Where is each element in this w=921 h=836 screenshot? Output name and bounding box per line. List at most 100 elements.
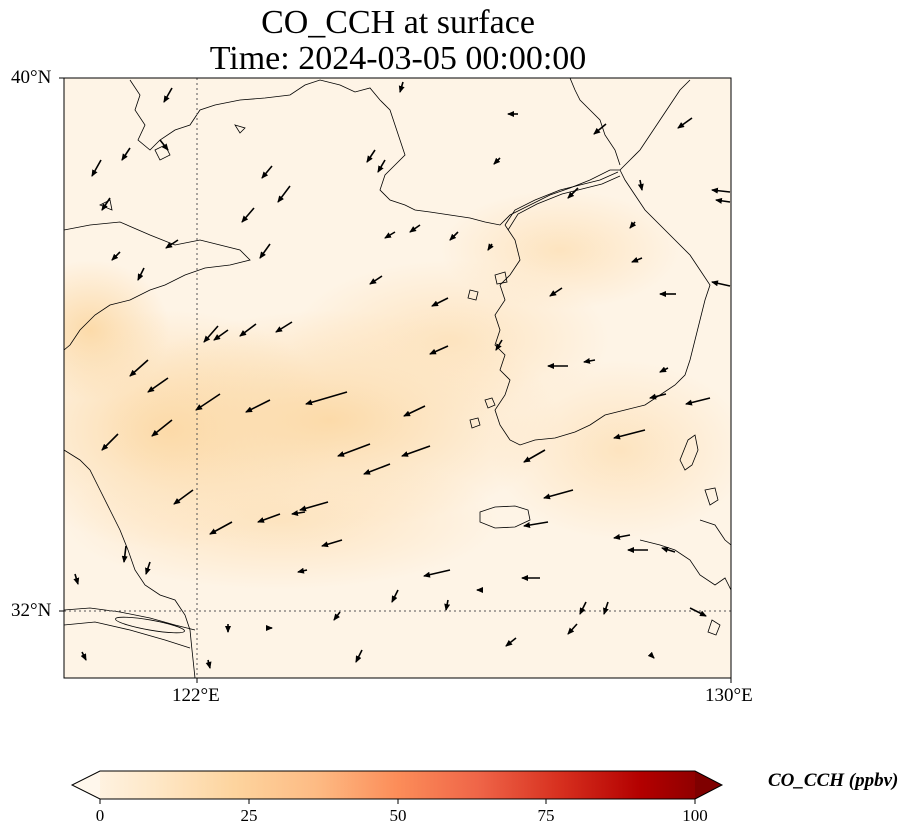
wind-arrow xyxy=(80,651,87,661)
wind-arrow xyxy=(159,139,169,151)
colorbar-tick: 75 xyxy=(537,806,555,825)
wind-arrow xyxy=(277,185,291,203)
coastlines xyxy=(64,78,731,678)
wind-arrow xyxy=(209,521,233,535)
wind-arrow xyxy=(495,339,503,351)
lat-label-32n: 32°N xyxy=(11,600,52,621)
wind-arrow xyxy=(649,393,667,400)
wind-arrow xyxy=(613,533,631,540)
wind-arrow xyxy=(245,399,271,413)
wind-arrow xyxy=(579,601,587,615)
wind-arrow xyxy=(257,513,281,523)
wind-arrow xyxy=(377,159,386,173)
wind-arrow xyxy=(384,231,396,239)
concentration-field xyxy=(64,78,731,678)
colorbar-tick: 50 xyxy=(389,806,407,825)
map-title-line2: Time: 2024-03-05 00:00:00 xyxy=(209,40,587,77)
wind-arrow xyxy=(661,546,676,553)
wind-arrow xyxy=(711,187,731,194)
wind-arrow xyxy=(299,501,329,512)
lon-label-130e: 130°E xyxy=(705,685,753,706)
colorbar-tick: 25 xyxy=(240,806,258,825)
wind-vectors xyxy=(73,81,731,669)
wind-arrow xyxy=(583,357,596,364)
colorbar-label: CO_CCH (ppbv) xyxy=(768,770,899,791)
wind-arrow xyxy=(505,637,517,647)
lon-label-122e: 122°E xyxy=(172,685,220,706)
wind-arrow xyxy=(145,561,151,575)
wind-arrow xyxy=(629,221,637,229)
wind-arrow xyxy=(91,159,102,177)
colorbar-tick: 0 xyxy=(95,806,105,825)
map-frame xyxy=(63,77,732,679)
wind-arrow xyxy=(213,329,229,341)
wind-arrow xyxy=(423,569,451,578)
colorbar-tick: 100 xyxy=(682,806,708,825)
wind-arrow xyxy=(305,391,348,406)
wind-arrow xyxy=(711,280,731,287)
wind-arrow xyxy=(593,123,607,135)
wind-arrow xyxy=(369,275,383,285)
map-title-line1: CO_CCH at surface xyxy=(261,4,535,41)
wind-arrow xyxy=(121,545,128,563)
wind-arrow xyxy=(603,601,609,615)
wind-arrow xyxy=(398,81,405,93)
wind-arrow xyxy=(366,149,376,163)
wind-arrow xyxy=(275,321,293,333)
wind-arrow xyxy=(261,165,273,179)
wind-arrow xyxy=(147,377,169,393)
wind-arrow xyxy=(567,187,579,199)
wind-arrow xyxy=(689,607,707,617)
wind-arrow xyxy=(151,419,173,437)
wind-arrow xyxy=(449,231,459,241)
wind-arrow xyxy=(241,207,255,223)
wind-arrow xyxy=(659,366,669,373)
wind-arrow xyxy=(337,443,371,457)
wind-arrow xyxy=(391,589,399,603)
wind-arrow xyxy=(259,243,271,259)
wind-arrow xyxy=(205,659,212,669)
wind-arrow xyxy=(239,323,257,337)
wind-arrow xyxy=(173,489,194,505)
wind-arrow xyxy=(333,611,341,621)
wind-arrow xyxy=(523,521,549,528)
wind-arrow xyxy=(543,489,574,500)
wind-arrow xyxy=(111,251,121,261)
wind-arrow xyxy=(101,197,111,211)
wind-arrow xyxy=(487,243,494,251)
wind-arrow xyxy=(549,287,563,297)
wind-arrow xyxy=(321,539,343,548)
wind-arrow xyxy=(101,433,119,451)
gridlines xyxy=(64,78,731,678)
wind-arrow xyxy=(129,359,149,377)
wind-arrow xyxy=(613,429,646,440)
wind-arrow xyxy=(203,325,219,343)
wind-arrow xyxy=(409,224,421,233)
wind-arrow xyxy=(523,449,546,463)
wind-arrow xyxy=(647,651,655,659)
wind-arrow xyxy=(493,157,501,165)
wind-arrow xyxy=(121,147,131,161)
wind-arrow xyxy=(715,197,731,204)
wind-arrow xyxy=(163,87,173,103)
wind-arrow xyxy=(444,599,451,611)
wind-arrow xyxy=(165,239,179,249)
wind-arrow xyxy=(363,463,391,475)
wind-arrow xyxy=(429,345,449,355)
wind-arrow xyxy=(291,510,306,517)
wind-arrow xyxy=(297,567,308,574)
wind-arrow xyxy=(355,649,363,663)
wind-arrow xyxy=(567,623,578,635)
colorbar xyxy=(70,770,724,804)
wind-arrow xyxy=(403,405,426,417)
wind-arrow xyxy=(401,445,431,457)
wind-arrow xyxy=(685,397,711,406)
wind-arrow xyxy=(631,256,643,263)
wind-arrow xyxy=(637,179,644,191)
wind-arrow xyxy=(73,573,80,585)
wind-arrow xyxy=(677,117,693,129)
lat-label-40n: 40°N xyxy=(11,67,52,88)
wind-arrow xyxy=(137,267,145,281)
wind-arrow xyxy=(431,297,449,307)
